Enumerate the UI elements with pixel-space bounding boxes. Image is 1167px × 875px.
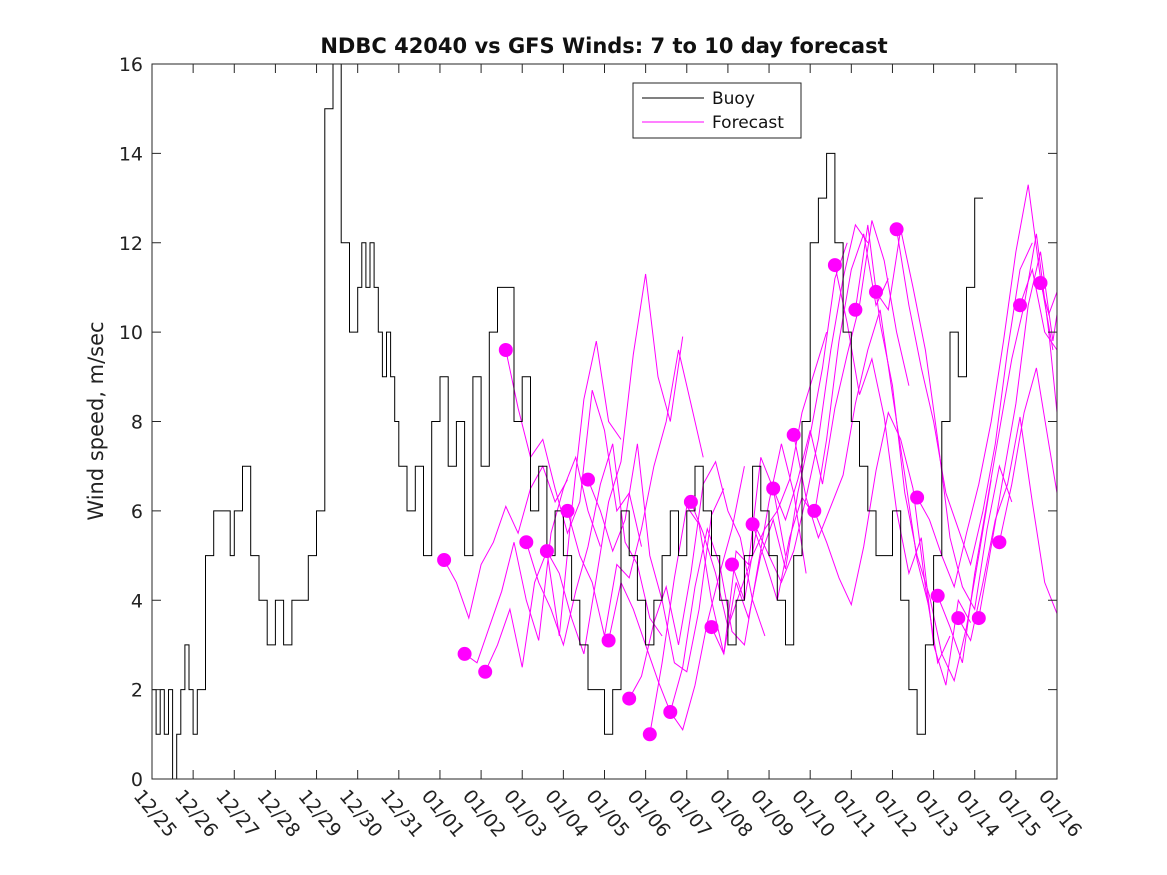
y-axis-label: Wind speed, m/sec bbox=[84, 321, 108, 520]
buoy-series-group bbox=[152, 63, 983, 780]
forecast-marker bbox=[992, 535, 1007, 550]
forecast-line bbox=[505, 349, 642, 547]
forecast-marker bbox=[519, 535, 534, 550]
forecast-marker bbox=[437, 553, 452, 567]
y-tick-label: 8 bbox=[131, 412, 143, 434]
forecast-line bbox=[998, 367, 1058, 543]
forecast-marker bbox=[827, 258, 842, 273]
forecast-line bbox=[813, 411, 951, 665]
forecast-marker bbox=[1013, 298, 1027, 313]
forecast-line bbox=[937, 233, 1058, 663]
forecast-marker bbox=[581, 472, 595, 487]
forecast-line bbox=[608, 466, 745, 731]
forecast-line bbox=[731, 223, 869, 601]
forecast-line bbox=[978, 251, 1058, 619]
y-tick-label: 10 bbox=[119, 322, 143, 344]
forecast-marker bbox=[683, 494, 698, 509]
forecast-marker bbox=[725, 557, 739, 572]
forecast-marker bbox=[869, 284, 883, 299]
forecast-line bbox=[546, 273, 684, 655]
forecast-marker bbox=[560, 503, 575, 518]
forecast-marker bbox=[951, 611, 966, 626]
forecast-line bbox=[834, 264, 972, 686]
forecast-line bbox=[464, 455, 601, 664]
forecast-line bbox=[1019, 267, 1058, 351]
forecast-line bbox=[896, 229, 1033, 567]
forecast-line bbox=[711, 242, 848, 656]
forecast-marker bbox=[745, 517, 760, 532]
forecast-marker bbox=[807, 503, 822, 518]
forecast-line bbox=[484, 340, 622, 673]
y-tick-label: 12 bbox=[119, 233, 143, 255]
legend-box bbox=[632, 82, 802, 139]
y-tick-label: 4 bbox=[131, 590, 143, 612]
forecast-marker bbox=[848, 302, 863, 317]
chart-title: NDBC 42040 vs GFS Winds: 7 to 10 day for… bbox=[320, 34, 887, 58]
forecast-marker bbox=[704, 620, 719, 635]
forecast-marker bbox=[910, 490, 925, 505]
legend-forecast-label: Forecast bbox=[712, 113, 784, 133]
forecast-line bbox=[916, 184, 1054, 589]
forecast-marker bbox=[663, 705, 678, 719]
buoy-line bbox=[152, 63, 983, 780]
forecast-marker bbox=[889, 222, 904, 237]
forecast-marker bbox=[457, 646, 472, 661]
y-tick-label: 14 bbox=[119, 143, 143, 165]
forecast-marker bbox=[622, 691, 637, 706]
plot-area bbox=[152, 64, 1057, 779]
forecast-marker bbox=[930, 588, 945, 603]
forecast-line bbox=[567, 349, 704, 637]
forecast-line bbox=[628, 460, 766, 699]
forecast-line bbox=[525, 443, 663, 647]
legend: Buoy Forecast bbox=[632, 82, 802, 139]
y-axis: 0 2 4 6 8 10 12 14 16 bbox=[119, 54, 1057, 791]
forecast-line bbox=[587, 443, 725, 673]
y-tick-label: 16 bbox=[119, 54, 143, 76]
forecast-marker bbox=[786, 427, 801, 442]
forecast-marker bbox=[601, 633, 616, 648]
y-tick-label: 2 bbox=[131, 680, 143, 702]
forecast-marker bbox=[971, 611, 986, 626]
forecast-marker bbox=[1033, 276, 1048, 290]
forecast-marker-group bbox=[437, 222, 1048, 742]
forecast-marker bbox=[478, 664, 493, 679]
legend-buoy-label: Buoy bbox=[712, 89, 755, 109]
forecast-line bbox=[772, 220, 910, 522]
forecast-line bbox=[1040, 282, 1058, 316]
forecast-line bbox=[669, 443, 807, 713]
forecast-line bbox=[793, 309, 930, 610]
forecast-marker bbox=[642, 727, 657, 742]
forecast-marker bbox=[498, 343, 513, 357]
y-tick-label: 0 bbox=[131, 769, 143, 791]
forecast-marker bbox=[766, 481, 781, 496]
forecast-marker bbox=[539, 544, 554, 559]
y-tick-label: 6 bbox=[131, 501, 143, 523]
